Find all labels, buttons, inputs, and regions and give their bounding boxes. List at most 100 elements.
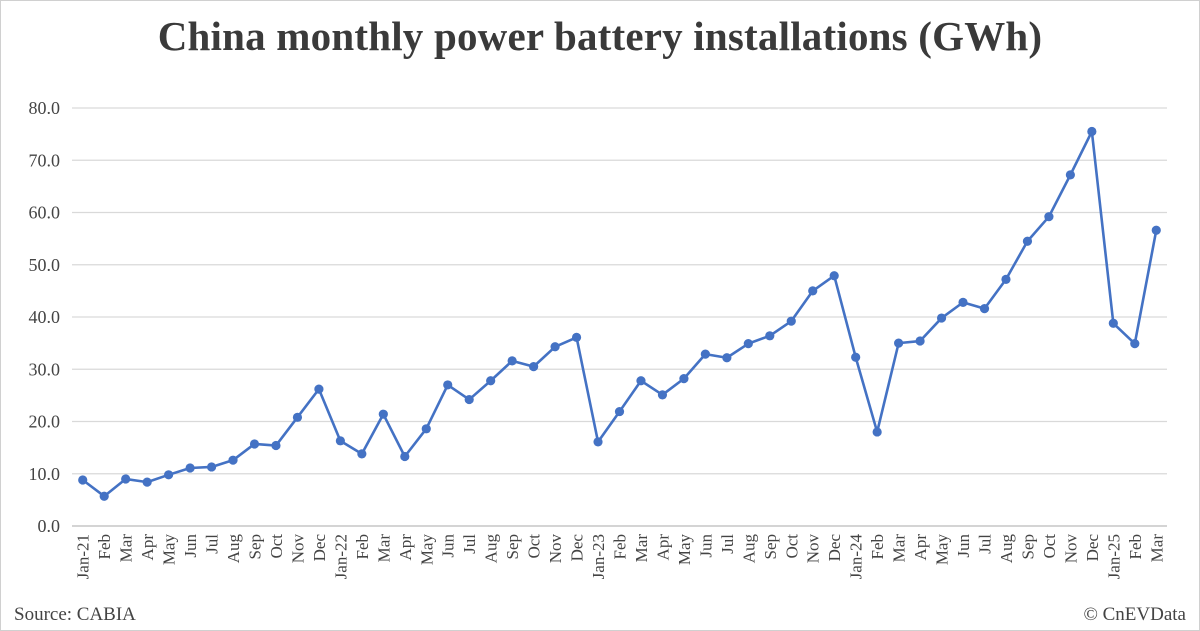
- copyright-note: © CnEVData: [1083, 604, 1186, 625]
- x-tick-label: Dec: [310, 534, 329, 562]
- data-point: [99, 491, 109, 501]
- x-tick-label: Jun: [954, 534, 973, 558]
- x-tick-label: Feb: [1126, 534, 1145, 560]
- series-line-path: [81, 130, 1158, 498]
- x-tick-label: Sep: [761, 534, 780, 560]
- x-tick-label: Jan-24: [847, 534, 866, 580]
- data-point: [872, 427, 882, 437]
- data-point: [1108, 318, 1118, 328]
- x-tick-label: Nov: [546, 534, 565, 564]
- data-point: [765, 331, 775, 341]
- data-point: [1151, 225, 1161, 235]
- data-point: [292, 412, 303, 422]
- data-point: [142, 477, 152, 487]
- x-tick-label: Dec: [825, 534, 844, 562]
- x-tick-label: Feb: [353, 534, 372, 560]
- x-tick-label: May: [675, 534, 694, 566]
- data-point: [228, 455, 238, 465]
- x-tick-label: Feb: [868, 534, 887, 560]
- data-point: [164, 470, 174, 480]
- data-point: [851, 352, 861, 362]
- x-tick-label: Jun: [181, 534, 200, 558]
- data-point: [700, 349, 710, 359]
- data-point: [679, 374, 689, 384]
- data-point: [722, 353, 732, 363]
- data-point: [550, 342, 560, 352]
- x-tick-label: Mar: [1147, 534, 1166, 563]
- x-tick-label: May: [417, 534, 436, 566]
- y-tick-label: 20.0: [29, 412, 61, 432]
- gridlines: [72, 107, 1167, 527]
- x-tick-label: Nov: [1061, 534, 1080, 564]
- x-tick-label: Nov: [804, 534, 823, 564]
- data-point: [786, 316, 796, 326]
- x-tick-label: Jul: [460, 534, 479, 554]
- data-point: [421, 424, 431, 434]
- x-tick-label: Mar: [632, 534, 651, 563]
- data-point: [378, 409, 388, 419]
- data-point: [486, 376, 496, 386]
- data-point: [593, 437, 603, 447]
- data-point: [400, 451, 410, 462]
- y-tick-label: 70.0: [29, 150, 61, 170]
- x-tick-label: May: [933, 534, 952, 566]
- data-point: [443, 380, 453, 390]
- x-tick-label: Jun: [696, 534, 715, 558]
- x-tick-label: Sep: [503, 534, 522, 560]
- data-point: [249, 439, 260, 449]
- x-tick-label: Jan-21: [74, 534, 93, 579]
- data-point: [915, 336, 925, 346]
- y-tick-label: 50.0: [29, 255, 61, 275]
- series-points: [78, 126, 1161, 501]
- x-tick-label: Apr: [396, 534, 415, 561]
- data-point: [636, 376, 646, 386]
- x-tick-label: Aug: [482, 534, 501, 564]
- data-point: [829, 271, 839, 281]
- x-tick-label: Oct: [782, 534, 801, 559]
- x-tick-label: Aug: [997, 534, 1016, 564]
- data-point: [121, 474, 131, 484]
- x-tick-label: Mar: [117, 534, 136, 563]
- x-tick-label: May: [160, 534, 179, 566]
- x-tick-label: Apr: [653, 534, 672, 561]
- data-point: [1022, 236, 1033, 246]
- data-point: [894, 338, 904, 348]
- x-axis-ticks: Jan-21 Feb Mar Apr May Jun Jul Aug Sep Oct Nov Dec J…: [74, 534, 1167, 580]
- x-tick-label: Oct: [267, 534, 286, 559]
- y-tick-label: 30.0: [29, 359, 61, 379]
- x-tick-label: Dec: [1083, 534, 1102, 562]
- data-point: [357, 449, 367, 459]
- data-point: [743, 339, 753, 349]
- x-tick-label: Nov: [288, 534, 307, 564]
- data-point: [1130, 339, 1140, 349]
- y-axis-ticks: 0.0 10.0 20.0 30.0 40.0 50.0 60.0 70.0 80.0: [29, 98, 61, 536]
- x-tick-label: Dec: [568, 534, 587, 562]
- data-point: [571, 332, 582, 342]
- y-tick-label: 0.0: [38, 516, 61, 536]
- x-tick-label: Sep: [246, 534, 265, 560]
- y-tick-label: 80.0: [29, 98, 61, 118]
- x-tick-label: Feb: [95, 534, 114, 560]
- data-point: [1044, 212, 1054, 222]
- x-tick-label: Mar: [890, 534, 909, 563]
- data-point: [979, 304, 990, 314]
- chart-title: China monthly power battery installation…: [157, 13, 1043, 59]
- data-point: [464, 394, 474, 405]
- x-tick-label: Feb: [611, 534, 630, 560]
- series-line: [81, 130, 1158, 498]
- source-note: Source: CABIA: [14, 604, 136, 625]
- x-tick-label: Mar: [374, 534, 393, 563]
- x-tick-label: Jan-22: [331, 534, 350, 579]
- data-point: [1087, 126, 1097, 137]
- data-point: [936, 313, 947, 323]
- data-point: [657, 390, 668, 400]
- x-tick-label: Sep: [1018, 534, 1037, 560]
- data-point: [314, 384, 324, 394]
- data-point: [271, 440, 281, 451]
- data-point: [1001, 274, 1011, 284]
- x-tick-label: Oct: [1040, 534, 1059, 559]
- x-tick-label: Jul: [976, 534, 995, 554]
- y-tick-label: 40.0: [29, 307, 61, 327]
- data-point: [185, 463, 195, 473]
